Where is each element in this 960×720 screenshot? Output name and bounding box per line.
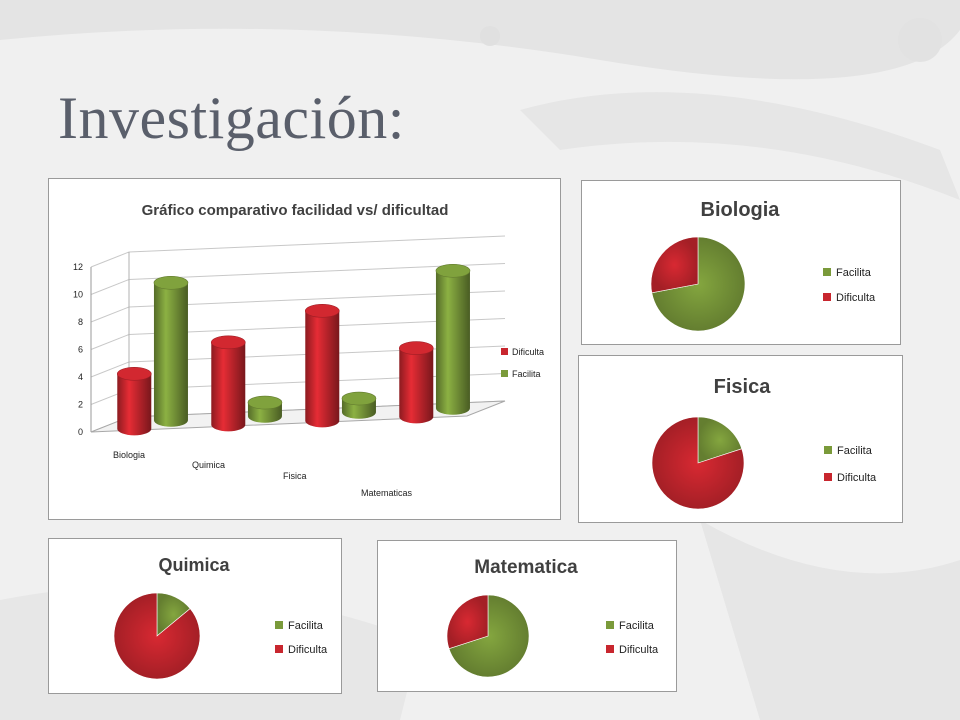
legend-swatch — [501, 348, 508, 355]
legend-swatch — [275, 645, 283, 653]
pie-slice-facilita — [697, 416, 743, 464]
legend-label: Dificulta — [836, 292, 876, 304]
legend-label: Facilita — [836, 267, 872, 279]
pie-chart-quimica: Quimica Facilita Dificulta — [113, 555, 328, 680]
legend-label: Dificulta — [288, 644, 328, 656]
bar-facilita — [247, 395, 283, 423]
pie-slice-facilita — [448, 594, 530, 678]
pie-slice-dificulta — [446, 594, 489, 650]
bar-chart: Gráfico comparativo facilidad vs/ dificu… — [73, 202, 544, 498]
bar-chart-panel: Gráfico comparativo facilidad vs/ dificu… — [48, 178, 561, 520]
pie-title: Fisica — [714, 376, 772, 398]
legend-label: Facilita — [837, 445, 873, 457]
pie-chart-fisica: Fisica Facilita Dificulta — [651, 376, 877, 510]
legend-swatch — [824, 473, 832, 481]
legend-label: Dificulta — [512, 347, 544, 357]
bar-dificulta — [304, 304, 340, 428]
y-tick-label: 4 — [78, 372, 83, 382]
y-tick-label: 10 — [73, 290, 83, 300]
side-gridline — [90, 306, 130, 323]
legend-swatch — [275, 621, 283, 629]
bar-dificulta — [398, 341, 434, 424]
gridline — [128, 235, 506, 253]
legend-swatch — [606, 621, 614, 629]
pie-panel-quimica: Quimica Facilita Dificulta — [48, 538, 342, 694]
legend-swatch — [824, 446, 832, 454]
y-tick-label: 12 — [73, 262, 83, 272]
slide-title: Investigación: — [58, 85, 405, 151]
pie-panel-matematica: Matematica Facilita Dificulta — [377, 540, 677, 692]
chart-title: Gráfico comparativo facilidad vs/ dificu… — [142, 202, 449, 219]
x-tick-label: Fisica — [283, 471, 307, 481]
bar-facilita — [341, 391, 377, 419]
bar-dificulta — [116, 367, 152, 436]
pie-chart-biologia: Biologia Facilita Dificulta — [650, 199, 876, 332]
x-tick-label: Quimica — [192, 460, 225, 470]
side-gridline — [90, 334, 130, 350]
pie-panel-fisica: Fisica Facilita Dificulta — [578, 355, 903, 523]
pie-title: Biologia — [701, 199, 781, 221]
legend-label: Facilita — [512, 369, 541, 379]
y-tick-label: 2 — [78, 400, 83, 410]
bar-facilita — [153, 276, 189, 427]
pie-slice-facilita — [651, 236, 746, 332]
pie-title: Quimica — [158, 555, 230, 575]
pie-panel-biologia: Biologia Facilita Dificulta — [581, 180, 901, 345]
pie-title: Matematica — [474, 557, 578, 578]
pie-slice-dificulta — [651, 416, 745, 510]
pie-slice-dificulta — [113, 592, 201, 680]
y-tick-label: 0 — [78, 427, 83, 437]
legend-label: Dificulta — [837, 472, 877, 484]
x-tick-label: Matematicas — [361, 488, 413, 498]
legend-label: Facilita — [619, 620, 655, 632]
pie-chart-matematica: Matematica Facilita Dificulta — [446, 557, 659, 678]
side-gridline — [90, 361, 130, 378]
legend-label: Dificulta — [619, 644, 659, 656]
legend-swatch — [501, 370, 508, 377]
side-gridline — [90, 251, 130, 268]
y-tick-label: 8 — [78, 317, 83, 327]
legend-swatch — [823, 268, 831, 276]
pie-slice-dificulta — [650, 236, 699, 294]
x-tick-label: Biologia — [113, 450, 145, 460]
bar-dificulta — [210, 335, 246, 432]
legend-label: Facilita — [288, 620, 324, 632]
legend-swatch — [823, 293, 831, 301]
side-gridline — [90, 279, 130, 295]
bar-facilita — [435, 264, 471, 415]
legend-swatch — [606, 645, 614, 653]
y-tick-label: 6 — [78, 345, 83, 355]
